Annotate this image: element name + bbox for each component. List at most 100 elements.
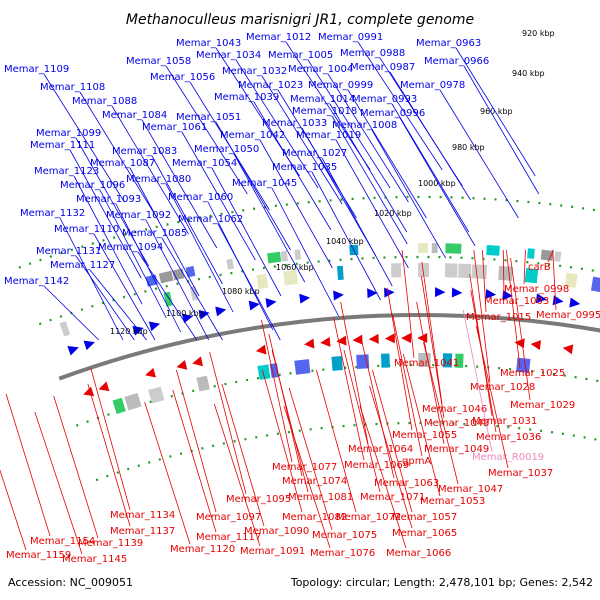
feature-block <box>445 243 462 254</box>
forward-leader-line <box>357 41 443 171</box>
feature-block <box>356 354 370 369</box>
forward-gene-label: Memar_1094 <box>98 242 163 253</box>
forward-gene-label: Memar_0999 <box>308 80 373 91</box>
topology-summary: Topology: circular; Length: 2,478,101 bp… <box>290 576 593 589</box>
forward-gene-arrow <box>434 287 446 298</box>
forward-gene-arrow <box>181 313 194 324</box>
reverse-gene-label: Memar_1120 <box>170 544 235 555</box>
guide-ring-0 <box>18 195 600 269</box>
reverse-gene-label: Memar_1065 <box>392 528 457 539</box>
forward-gene-arrow <box>569 297 581 308</box>
forward-gene-arrow <box>132 325 144 336</box>
forward-gene-label: Memar_1034 <box>196 50 261 61</box>
reverse-leader-line <box>360 335 395 479</box>
forward-gene-label: Memar_1080 <box>126 174 191 185</box>
reverse-leader-line <box>420 275 445 419</box>
reverse-leader-line <box>268 333 303 477</box>
reverse-gene-label: Memar_1159 <box>6 550 71 561</box>
forward-leader-line <box>145 219 210 341</box>
reverse-leader-line <box>0 469 27 551</box>
feature-block <box>524 268 539 284</box>
forward-gene-arrow <box>198 309 210 320</box>
forward-leader-line <box>141 119 218 249</box>
forward-leader-line <box>371 129 446 259</box>
reverse-leader-line <box>333 317 365 461</box>
reverse-leader-line <box>482 249 487 313</box>
forward-leader-line <box>165 183 234 313</box>
feature-block <box>283 269 298 286</box>
feature-block <box>498 265 514 281</box>
reverse-gene-arrow <box>368 333 379 344</box>
reverse-leader-line <box>5 393 51 537</box>
reverse-gene-label: Memar_1037 <box>488 468 553 479</box>
forward-leader-line <box>331 115 408 245</box>
reverse-gene-label: Memar_0998 <box>504 284 569 295</box>
forward-gene-label: Memar_1127 <box>50 260 115 271</box>
reverse-gene-arrow <box>320 336 331 347</box>
feature-block <box>267 251 282 264</box>
reverse-gene-label: Memar_1095 <box>226 494 291 505</box>
forward-gene-label: Memar_1085 <box>122 228 187 239</box>
forward-gene-label: Memar_1023 <box>238 80 303 91</box>
reverse-gene-arrow <box>417 333 428 344</box>
forward-gene-label: Memar_1108 <box>40 82 105 93</box>
forward-gene-label: Memar_1060 <box>168 192 233 203</box>
reverse-leader-line <box>90 367 131 511</box>
kbp-tick-label: 980 kbp <box>452 143 485 152</box>
forward-gene-arrow <box>299 293 311 304</box>
reverse-leader-line <box>288 387 333 531</box>
forward-gene-label: Memar_1142 <box>4 276 69 287</box>
forward-leader-line <box>217 223 281 341</box>
forward-gene-label: Memar_0963 <box>416 38 481 49</box>
reverse-gene-label: Memar_1117 <box>196 532 261 543</box>
forward-leader-line <box>181 131 256 261</box>
reverse-gene-label: gpmA <box>402 456 431 467</box>
forward-gene-label: Memar_1062 <box>178 214 243 225</box>
forward-gene-label: Memar_1043 <box>176 38 241 49</box>
forward-leader-line <box>93 233 156 341</box>
map-title: Methanoculleus marisnigri JR1, complete … <box>126 12 474 28</box>
forward-gene-label: Memar_1131 <box>36 246 101 257</box>
kbp-tick-label: 1040 kbp <box>326 237 364 246</box>
forward-leader-line <box>75 255 135 341</box>
reverse-gene-arrow <box>176 359 188 370</box>
feature-block <box>256 273 269 290</box>
feature-block <box>112 397 126 414</box>
forward-gene-label: Memar_1093 <box>76 194 141 205</box>
forward-gene-label: Memar_1008 <box>332 120 397 131</box>
reverse-gene-arrow <box>514 338 525 349</box>
feature-block <box>554 251 562 262</box>
feature-block <box>418 353 431 368</box>
forward-gene-label: Memar_1058 <box>126 56 191 67</box>
reverse-gene-label: Memar_1082 <box>282 512 347 523</box>
reverse-gene-label: Memar_1074 <box>282 476 347 487</box>
kbp-tick-label: 940 kbp <box>512 69 545 78</box>
reverse-gene-label: Memar_1041 <box>394 358 459 369</box>
forward-leader-line <box>151 155 223 285</box>
forward-leader-line <box>335 139 409 269</box>
feature-block <box>540 249 554 261</box>
forward-gene-label: Memar_1042 <box>220 130 285 141</box>
reverse-leader-line <box>172 389 217 533</box>
forward-leader-line <box>327 73 409 203</box>
forward-leader-line <box>455 47 536 177</box>
reverse-leader-line <box>283 405 331 549</box>
reverse-leader-line <box>359 405 407 549</box>
kbp-tick-label: 1100 kbp <box>166 309 204 318</box>
forward-gene-arrow <box>333 290 344 301</box>
reverse-gene-arrow <box>145 367 156 378</box>
feature-block <box>444 263 458 278</box>
forward-gene-label: Memar_1032 <box>222 66 287 77</box>
reverse-gene-label: Memar_1046 <box>422 404 487 415</box>
feature-block <box>257 364 271 380</box>
forward-leader-line <box>285 41 371 171</box>
feature-block <box>185 266 196 278</box>
reverse-gene-label: Memar_1036 <box>476 432 541 443</box>
forward-gene-label: Memar_1045 <box>232 178 297 189</box>
reverse-leader-line <box>502 249 505 297</box>
forward-gene-arrow <box>67 346 79 356</box>
reverse-leader-line <box>271 349 309 493</box>
forward-gene-label: Memar_1088 <box>72 96 137 107</box>
